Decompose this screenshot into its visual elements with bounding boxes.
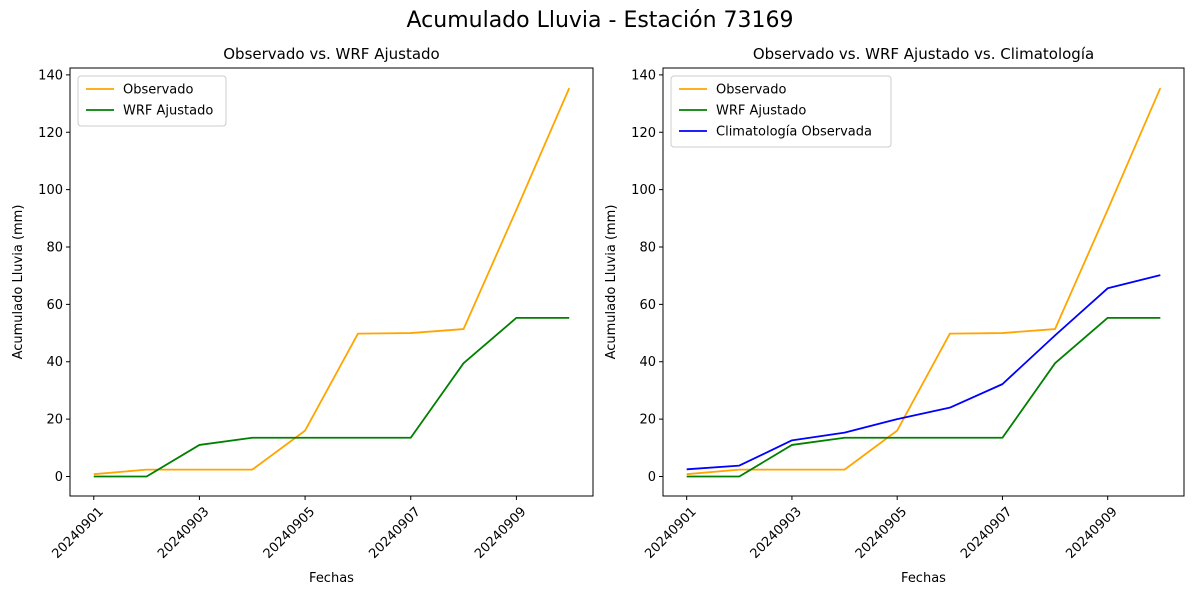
legend: Observado WRF Ajustado Climatología Observ… <box>670 75 892 148</box>
y-tick-label: 100 <box>38 183 63 198</box>
x-tick-label: 20240909 <box>472 504 529 561</box>
y-tick-label: 60 <box>639 298 656 313</box>
x-axis-label: Fechas <box>309 571 354 586</box>
chart-panel-right: Observado vs. WRF Ajustado vs. Climatolo… <box>604 45 1185 586</box>
x-tick-label: 20240901 <box>642 504 699 561</box>
series-line-observado <box>93 87 571 476</box>
series-line-wrf-ajustado <box>686 316 1161 478</box>
x-axis-label: Fechas <box>901 571 946 586</box>
chart-panel-left: Observado vs. WRF Ajustado 0 20 40 60 80 100 12… <box>11 45 594 586</box>
y-tick-label: 80 <box>46 241 63 256</box>
y-tick-label: 20 <box>639 413 656 428</box>
x-tick-label: 20240907 <box>366 504 423 561</box>
y-tick-label: 0 <box>648 470 656 485</box>
y-tick-label: 60 <box>46 298 63 313</box>
legend-box <box>670 75 892 148</box>
x-tick-label: 20240909 <box>1063 504 1120 561</box>
legend-label: Observado <box>716 83 787 98</box>
series-line-wrf-ajustado <box>93 316 570 478</box>
x-tick-label: 20240907 <box>958 504 1015 561</box>
x-tick-label: 20240905 <box>853 504 910 561</box>
legend: Observado WRF Ajustado <box>77 75 227 127</box>
y-tick-label: 120 <box>38 126 63 141</box>
y-tick-label: 140 <box>631 68 656 83</box>
y-tick-label: 80 <box>639 241 656 256</box>
x-tick-label: 20240903 <box>748 504 805 561</box>
y-tick-label: 40 <box>46 355 63 370</box>
y-tick-label: 120 <box>631 126 656 141</box>
legend-label: Climatología Observada <box>716 125 872 140</box>
y-axis-label: Acumulado Lluvia (mm) <box>604 205 619 360</box>
chart-title: Observado vs. WRF Ajustado vs. Climatolo… <box>753 45 1094 63</box>
chart-title: Observado vs. WRF Ajustado <box>223 45 439 63</box>
plot-frame <box>69 67 594 497</box>
y-tick-label: 100 <box>631 183 656 198</box>
series-line-observado <box>686 87 1162 476</box>
legend-box <box>77 75 227 127</box>
y-tick-label: 140 <box>38 68 63 83</box>
x-tick-label: 20240901 <box>49 504 106 561</box>
figure-title: Acumulado Lluvia - Estación 73169 <box>406 8 794 33</box>
x-tick-label: 20240903 <box>155 504 212 561</box>
legend-label: WRF Ajustado <box>716 104 806 119</box>
series-line-climatologia-observada <box>686 274 1161 471</box>
x-tick-label: 20240905 <box>261 504 318 561</box>
legend-label: WRF Ajustado <box>123 104 213 119</box>
y-tick-label: 20 <box>46 413 63 428</box>
y-tick-label: 40 <box>639 355 656 370</box>
y-tick-label: 0 <box>55 470 63 485</box>
plot-frame <box>662 67 1185 497</box>
y-axis-label: Acumulado Lluvia (mm) <box>11 205 26 360</box>
legend-label: Observado <box>123 83 194 98</box>
